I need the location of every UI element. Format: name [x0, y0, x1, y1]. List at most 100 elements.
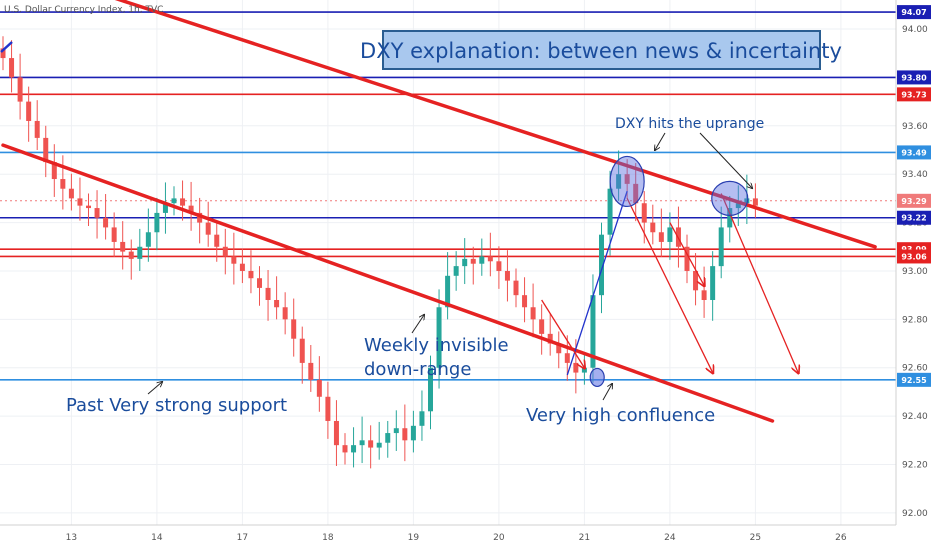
highlight-circle — [589, 367, 605, 388]
price-level-tag-text: 92.55 — [901, 376, 927, 385]
candle-body — [445, 275, 451, 308]
time-tick-label: 18 — [322, 533, 334, 543]
candle-body — [77, 198, 83, 206]
candle-body — [727, 208, 733, 228]
price-tick-label: 92.80 — [902, 315, 928, 325]
candle-body — [633, 183, 639, 204]
candle-body — [470, 258, 476, 264]
candle-body — [17, 77, 23, 102]
candle-body — [43, 137, 49, 163]
candle-body — [718, 227, 724, 267]
candle-body — [351, 445, 357, 453]
candle-body — [590, 295, 596, 368]
annotation-pointer — [655, 132, 666, 150]
candle-body — [376, 442, 382, 448]
time-tick-label: 21 — [579, 533, 590, 543]
price-level-tag — [897, 145, 931, 160]
annotation-pointer — [147, 382, 162, 395]
candle-body — [496, 261, 502, 271]
candle-body — [462, 258, 468, 267]
candle-body — [145, 232, 151, 247]
time-tick-label: 25 — [750, 533, 761, 543]
time-axis[interactable]: 13 14 17 18 19 20 21 24 25 26 — [66, 533, 847, 543]
candle-body — [428, 367, 433, 412]
candle-body — [239, 263, 245, 271]
time-tick-label: 24 — [664, 533, 676, 543]
symbol-label: U.S. Dollar Currency Index, 1h, TVC — [4, 5, 163, 15]
candle-body — [137, 246, 143, 259]
candle-body — [257, 278, 262, 288]
price-level-tag — [897, 372, 931, 387]
highlight-circle — [609, 155, 645, 208]
candle-body — [487, 256, 493, 262]
candle-body — [205, 222, 211, 235]
price-tick-label: 92.60 — [902, 364, 928, 374]
time-axis-bg — [0, 525, 932, 550]
candle-body — [547, 333, 553, 344]
price-tick-label: 93.60 — [902, 122, 928, 132]
price-tick-label: 94.00 — [902, 25, 928, 35]
candle-body — [188, 205, 194, 213]
candle-body — [735, 203, 741, 209]
candle-body — [530, 307, 536, 320]
candle-body — [265, 287, 271, 300]
price-level-tag-text: 93.49 — [901, 148, 927, 157]
candle-body — [214, 234, 220, 247]
candle-body — [333, 420, 339, 446]
annotation-weekly-1: Weekly invisible — [364, 335, 509, 356]
candle-body — [504, 270, 510, 281]
candle-body — [436, 307, 442, 368]
time-tick-label: 14 — [151, 533, 163, 543]
candle-body — [51, 162, 57, 180]
annotation-pointer — [699, 132, 752, 188]
candle-body — [393, 428, 399, 434]
candle-body — [154, 212, 160, 233]
candle-body — [308, 362, 314, 380]
candle-body — [607, 188, 613, 235]
candle-body — [385, 433, 391, 443]
price-level-tag-text: 93.73 — [901, 90, 926, 99]
red-projection-arrow — [669, 222, 704, 286]
candle-body — [180, 198, 186, 206]
time-tick-label: 17 — [237, 533, 248, 543]
candle-body — [368, 440, 374, 448]
candle-body — [197, 212, 203, 223]
candle-body — [325, 396, 331, 421]
candle-body — [410, 425, 416, 441]
candle-body — [667, 227, 673, 242]
title-box — [382, 30, 821, 70]
title-text: DXY explanation: between news & incertai… — [360, 39, 842, 63]
candle-body — [641, 203, 647, 223]
candle-body — [316, 379, 322, 397]
candle-body — [752, 198, 758, 206]
candle-body — [0, 48, 6, 59]
price-level-tag-text: 93.22 — [901, 214, 926, 223]
annotation-confluence: Very high confluence — [526, 405, 715, 426]
candle-body — [556, 343, 562, 354]
candle-body — [86, 205, 91, 209]
highlight-circle — [711, 180, 749, 216]
candle-body — [111, 227, 117, 242]
candle-body — [564, 353, 570, 363]
trend-line — [1, 143, 775, 423]
price-level-tag — [897, 210, 931, 225]
candle-body — [402, 428, 408, 441]
price-level-tag-text: 93.29 — [901, 197, 927, 206]
candle-body — [701, 290, 707, 300]
candle-body — [693, 270, 699, 291]
candle-body — [581, 367, 587, 373]
price-level-tags: 94.0793.8093.7393.4993.2993.2293.0993.06… — [897, 5, 931, 387]
red-projection-arrow — [626, 198, 713, 372]
candlestick-series — [0, 36, 758, 469]
candle-body — [248, 270, 254, 279]
candle-body — [359, 440, 365, 446]
candle-body — [453, 266, 459, 276]
candle-body — [68, 188, 74, 199]
price-level-tag — [897, 5, 931, 20]
candle-body — [26, 101, 32, 121]
candle-body — [162, 203, 168, 213]
annotation-uprange: DXY hits the uprange — [615, 116, 764, 132]
price-level-tag-text: 93.80 — [901, 73, 927, 82]
annotation-pointer — [602, 384, 612, 401]
red-projection-arrow — [720, 193, 798, 373]
